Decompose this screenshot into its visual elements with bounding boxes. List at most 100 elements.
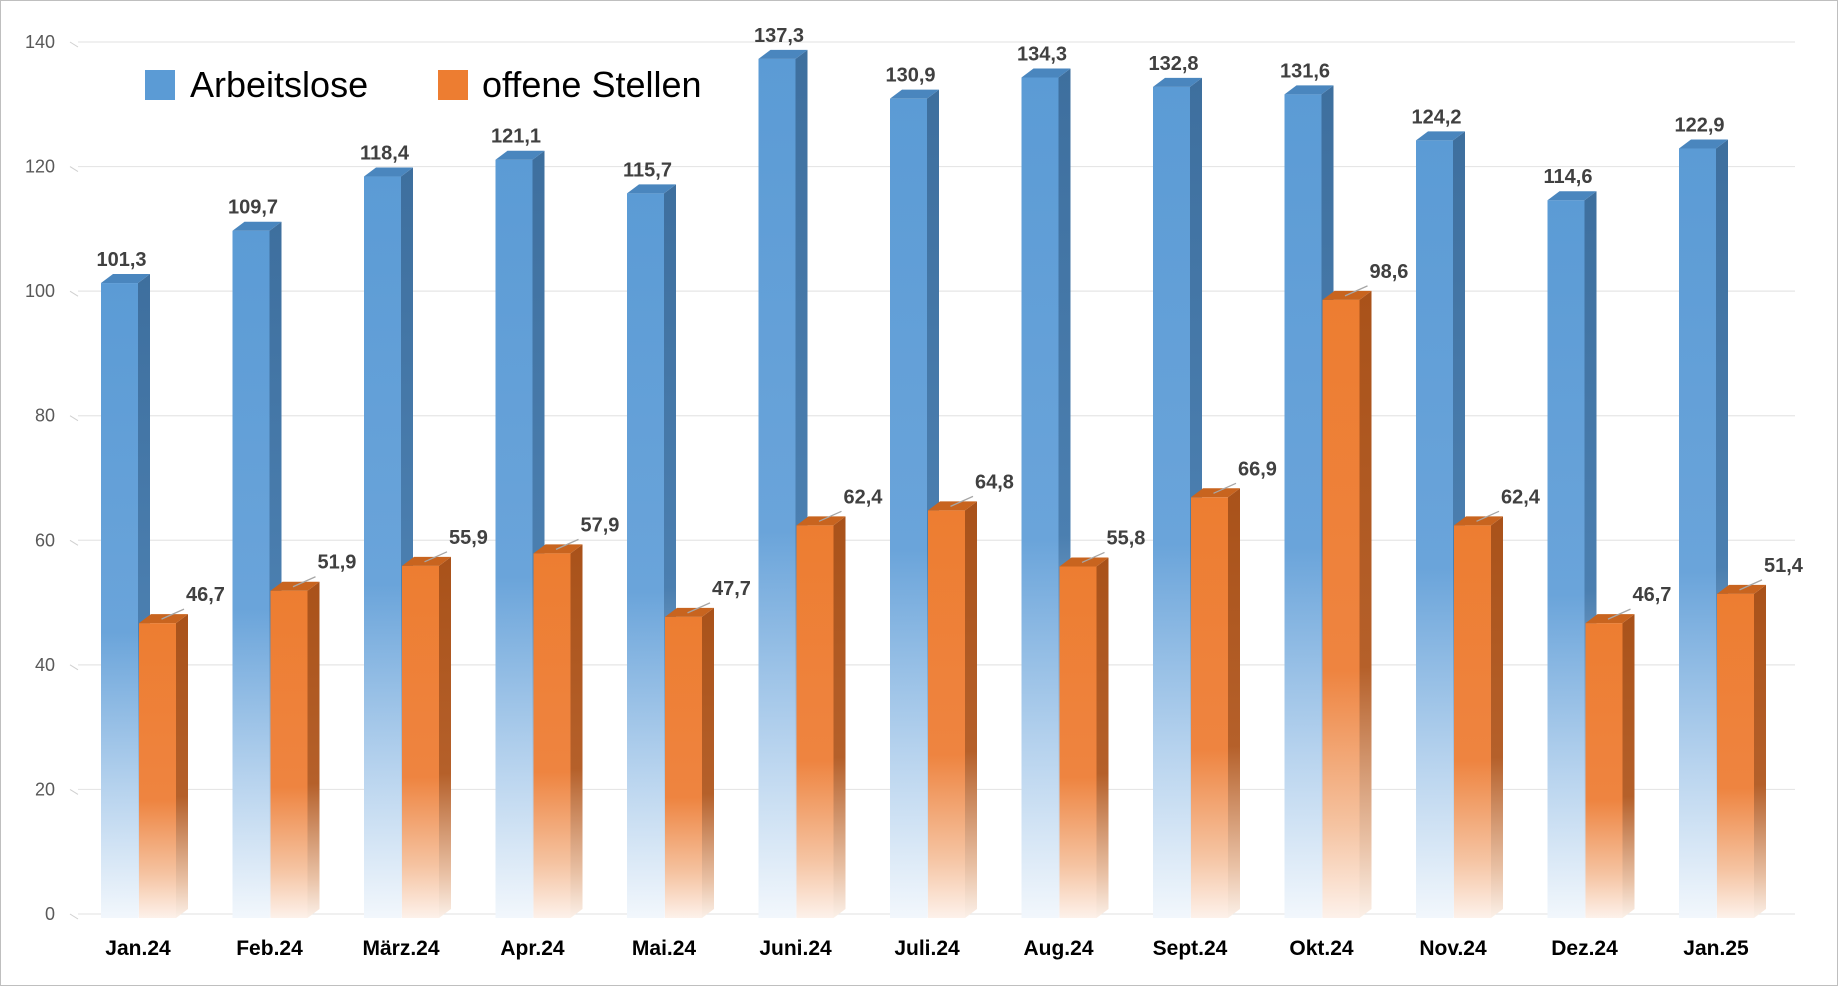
x-category-label: Feb.24 (236, 937, 303, 960)
y-axis: 0 20 40 60 80 100 120 140 (25, 32, 55, 924)
x-category-label: Jan.24 (105, 937, 171, 960)
bar-top (495, 150, 545, 160)
legend-swatch (145, 70, 175, 100)
data-label: 130,9 (885, 65, 935, 87)
y-tick-label: 100 (25, 281, 55, 301)
bar-front (758, 58, 796, 919)
data-labels: 101,3 46,7 109,7 51,9 118,4 55,9 121,1 57,9 115,… (96, 25, 1804, 620)
bar-top (1021, 68, 1071, 78)
x-axis: Jan.24 Feb.24 März.24 Apr.24 Mai.24 Juni.24 Ju… (105, 937, 1749, 960)
bar-front (232, 230, 270, 918)
y-tick-label: 60 (35, 530, 55, 550)
leader-line (1739, 579, 1763, 591)
data-label: 137,3 (754, 25, 804, 47)
x-category-label: Mai.24 (632, 937, 697, 960)
bar-side (176, 614, 188, 918)
data-label: 51,4 (1764, 555, 1804, 577)
bar-side (307, 581, 320, 918)
gridline-depth (69, 41, 79, 48)
bar-side (702, 607, 714, 918)
leader-line (292, 576, 316, 588)
bar-front (928, 510, 965, 918)
gridline-depth (69, 415, 79, 422)
gridline-depth (69, 290, 79, 297)
y-tick-label: 120 (25, 157, 55, 177)
bar-offene-stellen (533, 544, 583, 918)
bar-front (890, 98, 927, 919)
x-category-label: März.24 (362, 937, 439, 960)
bar-front (402, 565, 439, 918)
bar-side (1096, 557, 1109, 918)
bar-top (1284, 85, 1334, 95)
bar-offene-stellen (1322, 290, 1372, 918)
x-category-label: Dez.24 (1551, 937, 1618, 960)
legend: Arbeitslose offene Stellen (145, 64, 702, 105)
bar-top (758, 49, 808, 59)
y-tick-label: 40 (35, 655, 55, 675)
data-label: 109,7 (228, 197, 278, 219)
y-tick-label: 0 (45, 904, 55, 924)
gridline-depth (69, 664, 79, 671)
bar-front (533, 553, 571, 918)
bar-offene-stellen (665, 607, 714, 918)
bar-front (364, 176, 401, 919)
leader-line (1476, 510, 1500, 522)
bar-side (1754, 584, 1766, 918)
gridline-depth (69, 913, 79, 920)
data-label: 101,3 (96, 249, 146, 271)
bar-front (665, 616, 702, 918)
data-label: 51,9 (318, 552, 357, 574)
legend-label: Arbeitslose (190, 64, 368, 105)
gridline-depth (69, 539, 79, 546)
x-category-label: Sept.24 (1153, 937, 1228, 960)
bar-side (1491, 516, 1503, 918)
leader-line (1213, 482, 1237, 494)
data-label: 98,6 (1370, 261, 1409, 283)
bar-offene-stellen (1585, 614, 1635, 918)
x-category-label: Okt.24 (1289, 937, 1354, 960)
x-category-label: Juli.24 (894, 937, 960, 960)
data-label: 121,1 (491, 126, 541, 148)
bar-offene-stellen (402, 556, 451, 918)
bar-top (1416, 131, 1465, 141)
bar-front (1322, 299, 1360, 918)
bar-side (965, 501, 977, 918)
data-label: 132,8 (1148, 53, 1198, 75)
bar-top (1153, 77, 1202, 87)
legend-swatch (438, 70, 468, 100)
bar-offene-stellen (1191, 488, 1240, 918)
x-category-label: Nov.24 (1419, 937, 1487, 960)
gridline-depth (69, 166, 79, 172)
leader-line (1081, 551, 1105, 564)
bar-top (101, 274, 150, 284)
bar-top (364, 167, 413, 177)
bar-arbeitslose (890, 89, 939, 919)
bars (101, 49, 1766, 919)
data-label: 55,9 (449, 527, 488, 549)
data-label: 114,6 (1544, 166, 1593, 188)
data-label: 118,4 (360, 143, 410, 165)
bar-top (890, 89, 939, 99)
bar-side (833, 516, 846, 918)
bar-front (1284, 94, 1322, 918)
x-category-label: Juni.24 (759, 937, 832, 960)
bar-offene-stellen (1717, 584, 1766, 918)
data-label: 46,7 (1633, 584, 1672, 606)
data-label: 46,7 (186, 584, 225, 606)
leader-line (950, 495, 974, 507)
data-label: 134,3 (1017, 44, 1067, 66)
data-label: 122,9 (1674, 115, 1724, 137)
data-label: 57,9 (581, 514, 620, 536)
leader-line (687, 602, 711, 614)
x-category-label: Aug.24 (1023, 937, 1093, 960)
bar-side (1228, 488, 1240, 918)
bar-top (627, 184, 676, 194)
leader-line (555, 538, 579, 550)
data-label: 131,6 (1280, 60, 1330, 82)
data-label: 62,4 (844, 486, 884, 508)
data-label: 64,8 (975, 471, 1014, 493)
bar-top (232, 221, 282, 231)
y-tick-label: 20 (35, 779, 55, 799)
bar-side (570, 544, 583, 918)
